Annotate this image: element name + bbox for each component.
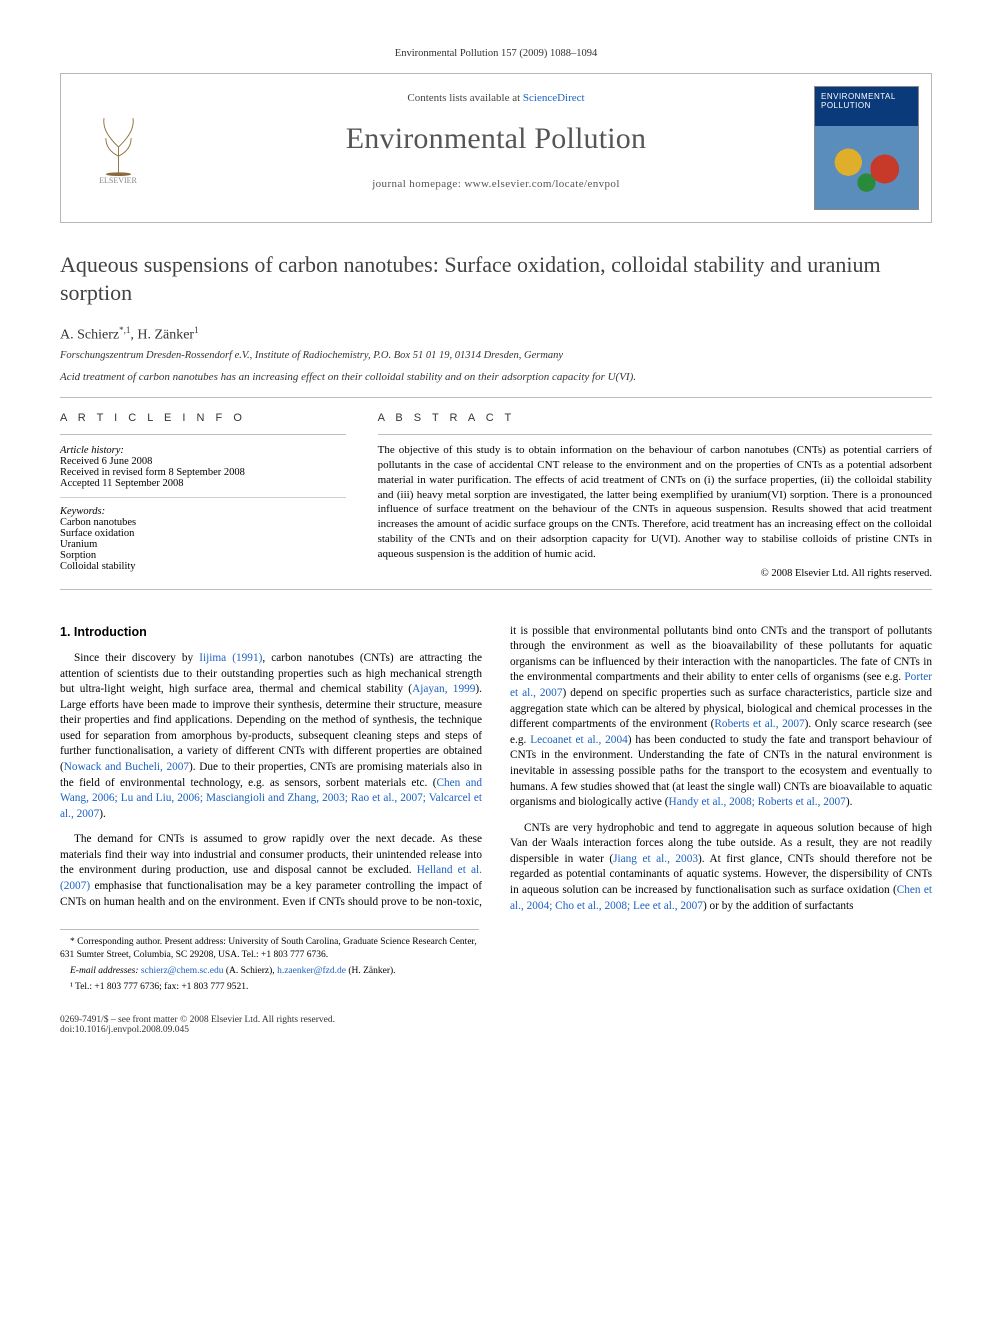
citation-link[interactable]: Handy et al., 2008; Roberts et al., 2007 [669,796,846,808]
footnotes: * Corresponding author. Present address:… [60,929,479,993]
body-text: ). Large efforts have been made to impro… [60,683,482,773]
corresponding-author-note: * Corresponding author. Present address:… [60,936,479,962]
abstract-heading: A B S T R A C T [378,412,932,424]
citation-link[interactable]: Ajayan, 1999 [412,683,475,695]
abstract-copyright: © 2008 Elsevier Ltd. All rights reserved… [378,568,932,579]
abstract-text: The objective of this study is to obtain… [378,443,932,562]
article-history: Article history: Received 6 June 2008 Re… [60,443,346,572]
divider-info [60,434,346,435]
journal-cover-thumb: ENVIRONMENTAL POLLUTION [814,86,919,210]
sciencedirect-link[interactable]: ScienceDirect [523,92,585,104]
emails-label: E-mail addresses: [70,966,141,976]
citation-link[interactable]: Iijima (1991) [199,652,262,664]
history-heading: Article history: [60,445,346,456]
abstract-column: A B S T R A C T The objective of this st… [378,412,932,579]
running-head: Environmental Pollution 157 (2009) 1088–… [60,48,932,59]
body-text: ) or by the addition of surfactants [703,900,854,912]
email-attribution: (H. Zänker). [346,966,396,976]
divider-bottom [60,589,932,590]
email-link[interactable]: schierz@chem.sc.edu [141,966,224,976]
footnote-1: ¹ Tel.: +1 803 777 6736; fax: +1 803 777… [60,981,479,994]
keyword-item: Carbon nanotubes [60,517,346,528]
keywords-block: Keywords: Carbon nanotubes Surface oxida… [60,506,346,572]
body-text: ). [846,796,853,808]
affiliation: Forschungszentrum Dresden-Rossendorf e.V… [60,350,932,361]
masthead-center: Contents lists available at ScienceDirec… [61,92,931,190]
divider-top [60,397,932,398]
contents-label: Contents lists available at [407,92,522,104]
doi-line: doi:10.1016/j.envpol.2008.09.045 [60,1025,335,1035]
citation-link[interactable]: Lecoanet et al., 2004 [530,734,628,746]
contents-available-line: Contents lists available at ScienceDirec… [61,92,931,104]
cover-title-1: ENVIRONMENTAL [821,92,896,101]
email-link[interactable]: h.zaenker@fzd.de [277,966,346,976]
body-paragraph: CNTs are very hydrophobic and tend to ag… [510,821,932,914]
journal-name: Environmental Pollution [61,122,931,156]
email-attribution: (A. Schierz), [224,966,278,976]
article-title: Aqueous suspensions of carbon nanotubes:… [60,251,932,307]
history-accepted: Accepted 11 September 2008 [60,478,346,489]
cover-title-2: POLLUTION [821,101,871,110]
divider-keywords [60,497,346,498]
capsule-summary: Acid treatment of carbon nanotubes has a… [60,371,932,383]
page: Environmental Pollution 157 (2009) 1088–… [0,0,992,1075]
authors-line: A. Schierz*,1, H. Zänker1 [60,325,932,344]
body-paragraph: Since their discovery by Iijima (1991), … [60,651,482,822]
author-1-marks: *,1 [119,325,130,335]
article-info-heading: A R T I C L E I N F O [60,412,346,424]
section-1-heading: 1. Introduction [60,624,482,641]
divider-abstract [378,434,932,435]
info-abstract-row: A R T I C L E I N F O Article history: R… [60,412,932,579]
keyword-item: Uranium [60,539,346,550]
citation-link[interactable]: Nowack and Bucheli, 2007 [64,761,189,773]
citation-link[interactable]: Jiang et al., 2003 [613,853,698,865]
history-received: Received 6 June 2008 [60,456,346,467]
issn-line: 0269-7491/$ – see front matter © 2008 El… [60,1015,335,1025]
cover-map-graphic [821,135,912,203]
body-text: ). [99,808,106,820]
masthead: ELSEVIER Contents lists available at Sci… [60,73,932,223]
citation-link[interactable]: Roberts et al., 2007 [714,718,804,730]
footer-left: 0269-7491/$ – see front matter © 2008 El… [60,1015,335,1035]
author-2: , H. Zänker [130,328,194,343]
article-body: 1. Introduction Since their discovery by… [60,624,932,917]
body-text: Since their discovery by [74,652,199,664]
keywords-heading: Keywords: [60,506,346,517]
keyword-item: Colloidal stability [60,561,346,572]
journal-homepage: journal homepage: www.elsevier.com/locat… [61,178,931,190]
page-footer: 0269-7491/$ – see front matter © 2008 El… [60,1015,932,1035]
author-1: A. Schierz [60,328,119,343]
email-addresses: E-mail addresses: schierz@chem.sc.edu (A… [60,965,479,978]
keyword-item: Sorption [60,550,346,561]
keyword-item: Surface oxidation [60,528,346,539]
article-info-column: A R T I C L E I N F O Article history: R… [60,412,346,579]
author-2-marks: 1 [194,325,199,335]
history-revised: Received in revised form 8 September 200… [60,467,346,478]
